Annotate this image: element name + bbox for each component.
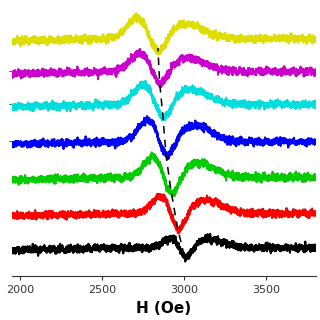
Text: -: - (8, 137, 11, 146)
Text: -: - (8, 67, 11, 76)
X-axis label: H (Oe): H (Oe) (136, 301, 191, 316)
Text: -: - (8, 100, 11, 109)
